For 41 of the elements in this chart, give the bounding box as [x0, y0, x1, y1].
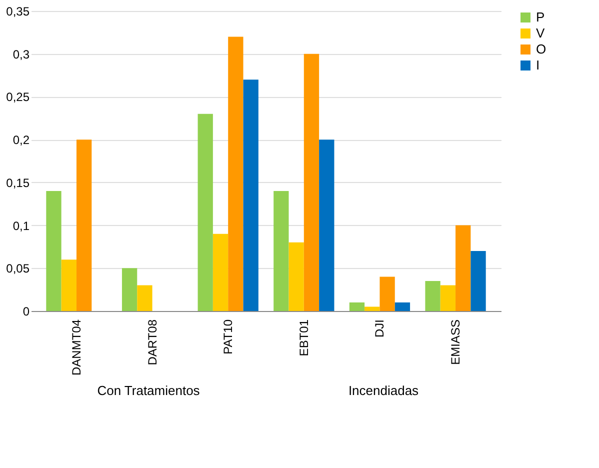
- bar: [274, 191, 289, 311]
- bar: [212, 234, 228, 311]
- bar: [425, 281, 440, 311]
- bar: [456, 225, 471, 311]
- bar: [470, 251, 486, 311]
- y-tick-label: 0,3: [12, 47, 30, 62]
- bar: [198, 114, 213, 311]
- legend-label: I: [536, 58, 540, 72]
- bar: [122, 268, 138, 311]
- text: Con Tratamientos: [97, 383, 200, 398]
- x-tick-label: EMIASS: [448, 320, 463, 365]
- text: Incendiadas: [348, 383, 420, 398]
- legend-label: P: [536, 10, 545, 24]
- x-tick-label: PAT10: [221, 319, 236, 354]
- y-tick-label: 0,1: [12, 218, 30, 233]
- y-tick-label: 0,2: [12, 133, 30, 148]
- bar: [349, 302, 365, 311]
- bar: [243, 80, 258, 311]
- bar: [380, 276, 395, 311]
- bar: [394, 302, 410, 311]
- bar: [76, 140, 92, 311]
- x-tick-label: DANMT04: [69, 319, 84, 376]
- bar: [319, 140, 334, 311]
- bar: [46, 191, 62, 311]
- x-tick-label: DJI: [372, 320, 387, 338]
- x-tick-label: EBT01: [296, 319, 311, 356]
- bar: [228, 36, 244, 311]
- legend-label: V: [536, 26, 545, 40]
- y-tick-label: 0: [22, 304, 30, 318]
- bar: [61, 260, 76, 311]
- y-tick-label: 0,25: [6, 90, 30, 104]
- y-tick-label: 0,05: [6, 262, 30, 276]
- bar: [137, 285, 152, 311]
- bar: [440, 285, 456, 311]
- bar: [288, 242, 304, 311]
- bar: [304, 54, 320, 311]
- y-tick-label: 0,35: [6, 4, 30, 18]
- y-tick-label: 0,15: [6, 176, 30, 190]
- legend-label: O: [536, 42, 546, 56]
- x-tick-label: DART08: [145, 319, 160, 366]
- bar: [364, 306, 380, 311]
